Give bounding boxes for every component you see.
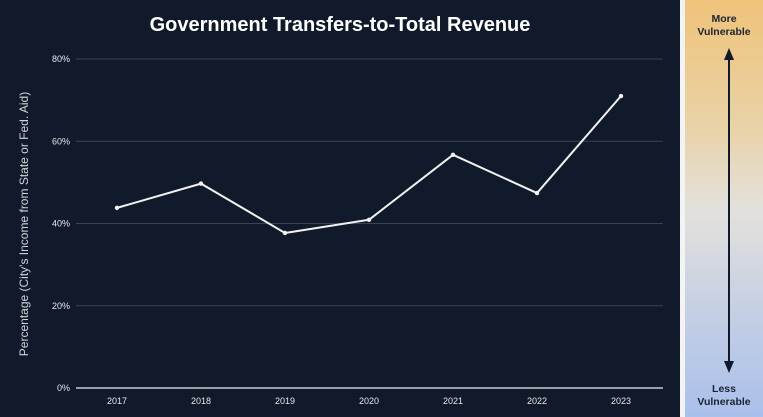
more-vulnerable-line1: More [711,13,737,25]
x-tick-label: 2019 [275,396,295,406]
double-arrow-icon [724,48,734,373]
more-vulnerable-label: More Vulnerable [685,13,763,39]
series-line [116,95,622,234]
x-tick-label: 2021 [443,396,463,406]
x-tick-label: 2017 [107,396,127,406]
y-tick-label: 60% [52,136,70,146]
y-tick-label: 20% [52,301,70,311]
x-tick-label: 2020 [359,396,379,406]
less-vulnerable-line1: Less [712,383,736,395]
panel-divider [680,0,685,417]
data-point [282,230,288,236]
x-tick-label: 2018 [191,396,211,406]
vulnerability-scale: More Vulnerable Less Vulnerable [685,0,763,417]
y-tick-label: 40% [52,219,70,229]
data-point [366,217,372,222]
less-vulnerable-line2: Vulnerable [697,396,751,408]
x-tick-label: 2023 [611,396,631,406]
data-point [534,190,540,196]
data-point [618,93,624,99]
data-point [450,152,456,158]
data-point [198,181,204,186]
x-tick-label: 2022 [527,396,547,406]
line-chart: 0% 20% 40% 60% 80% 2017 2018 2019 2020 2021 2022 20… [52,54,663,406]
chart-title: Government Transfers-to-Total Revenue [149,14,531,36]
data-point [114,205,120,211]
less-vulnerable-label: Less Vulnerable [685,383,763,409]
y-tick-label: 80% [52,54,70,64]
more-vulnerable-line2: Vulnerable [697,26,751,38]
chart-area: Government Transfers-to-Total Revenue Pe… [17,14,663,406]
y-tick-label: 0% [57,383,70,393]
